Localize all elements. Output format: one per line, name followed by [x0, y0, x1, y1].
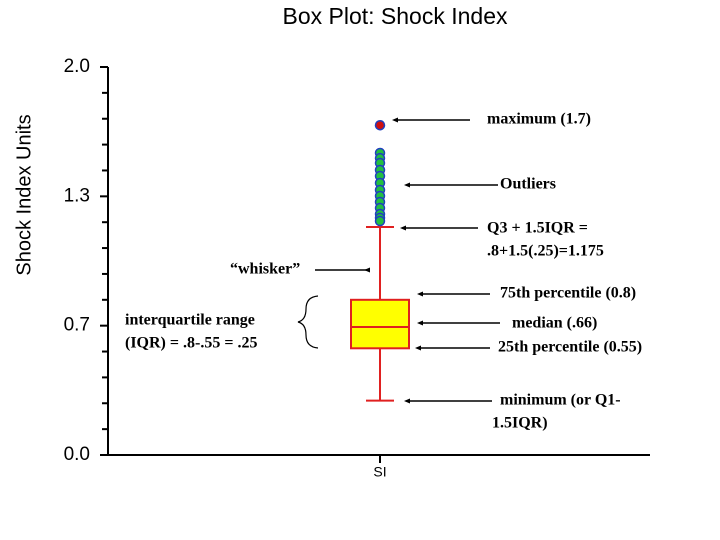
y-tick-label: 1.3: [64, 185, 90, 206]
y-axis-label: Shock Index Units: [13, 114, 35, 275]
annotation: 1.5IQR): [492, 415, 548, 432]
y-tick-label: 2.0: [64, 56, 90, 77]
box: [350, 298, 410, 350]
outlier: [374, 215, 386, 227]
iqr-brace: [297, 295, 319, 349]
annotation: 75th percentile (0.8): [500, 285, 636, 302]
y-tick-label: 0.0: [64, 444, 90, 465]
annotation: median (.66): [512, 315, 597, 332]
annotation: Q3 + 1.5IQR =: [487, 220, 588, 237]
annotation: Outliers: [500, 176, 556, 193]
y-tick-label: 0.7: [64, 315, 90, 336]
maximum: [374, 119, 386, 131]
chart-title: Box Plot: Shock Index: [282, 3, 508, 29]
annotation: “whisker”: [230, 261, 300, 278]
x-tick-label: SI: [373, 464, 386, 480]
annotation: interquartile range: [125, 312, 255, 329]
annotation: 25th percentile (0.55): [498, 339, 642, 356]
annotation: minimum (or Q1-: [500, 392, 621, 409]
annotation: (IQR) = .8-.55 = .25: [125, 335, 257, 352]
annotation: maximum (1.7): [487, 111, 591, 128]
annotation: .8+1.5(.25)=1.175: [487, 243, 604, 260]
